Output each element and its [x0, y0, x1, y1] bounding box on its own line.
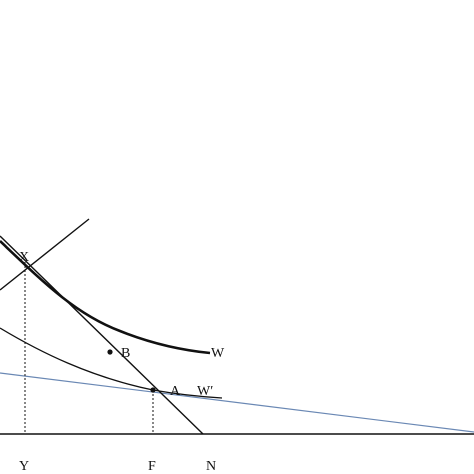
label-W: W — [211, 346, 225, 361]
label-A: A — [170, 384, 181, 399]
steep-line — [0, 235, 204, 435]
axis-label-Y: Y — [19, 459, 29, 474]
axis-label-F: F — [148, 459, 156, 474]
point-B — [107, 349, 113, 355]
tangent-line-upward — [0, 218, 90, 291]
label-X: X — [19, 250, 29, 265]
curve-W — [0, 240, 211, 355]
point-A — [150, 387, 156, 393]
blue-line — [0, 372, 474, 433]
label-W-prime: W′ — [197, 384, 213, 399]
axis-label-N: N — [206, 459, 216, 474]
label-B: B — [121, 346, 130, 361]
curve-W-prime — [0, 327, 223, 399]
